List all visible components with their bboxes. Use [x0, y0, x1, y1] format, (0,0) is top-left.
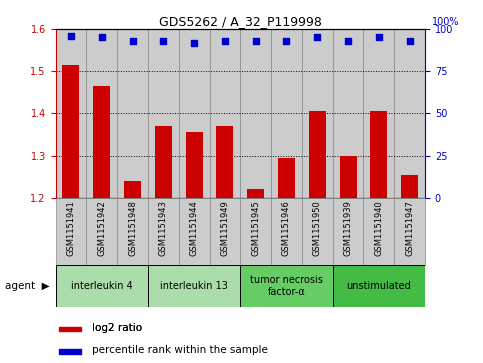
Text: tumor necrosis
factor-α: tumor necrosis factor-α [250, 275, 323, 297]
Point [283, 38, 290, 44]
Point [313, 34, 321, 40]
Point [406, 38, 413, 44]
Point [190, 40, 198, 45]
Bar [364, 29, 394, 198]
Bar [59, 349, 82, 354]
Bar [179, 198, 210, 265]
Bar [333, 29, 364, 198]
Bar [155, 126, 172, 198]
Bar [247, 189, 264, 198]
Bar [340, 156, 356, 198]
Point [344, 38, 352, 44]
Point [67, 33, 75, 39]
Bar [271, 29, 302, 198]
Text: log2 ratio: log2 ratio [93, 323, 142, 333]
Bar [278, 158, 295, 198]
Bar [364, 198, 394, 265]
Bar [56, 198, 86, 265]
Bar [240, 29, 271, 198]
Bar [62, 65, 79, 198]
Text: interleukin 13: interleukin 13 [160, 281, 228, 291]
Bar [179, 29, 210, 198]
Text: GSM1151941: GSM1151941 [67, 200, 75, 256]
Text: GSM1151939: GSM1151939 [343, 200, 353, 256]
Bar [394, 29, 425, 198]
Bar [333, 265, 425, 307]
Bar [394, 198, 425, 265]
Point [159, 38, 167, 44]
Bar [240, 198, 271, 265]
Bar [86, 29, 117, 198]
Text: percentile rank within the sample: percentile rank within the sample [93, 345, 269, 355]
Text: interleukin 4: interleukin 4 [71, 281, 133, 291]
Bar [271, 198, 302, 265]
Bar [185, 132, 202, 198]
Bar [93, 86, 110, 198]
Text: GSM1151948: GSM1151948 [128, 200, 137, 256]
Text: agent  ▶: agent ▶ [5, 281, 49, 291]
Bar [210, 198, 240, 265]
Text: GSM1151942: GSM1151942 [97, 200, 106, 256]
Bar [302, 29, 333, 198]
Point [221, 38, 229, 44]
Text: 100%: 100% [432, 17, 460, 27]
Bar [56, 29, 86, 198]
Bar [240, 265, 333, 307]
Bar [124, 181, 141, 198]
Bar [302, 198, 333, 265]
Text: GSM1151944: GSM1151944 [190, 200, 199, 256]
Text: GSM1151947: GSM1151947 [405, 200, 414, 256]
Bar [117, 198, 148, 265]
Text: unstimulated: unstimulated [346, 281, 411, 291]
Text: GSM1151950: GSM1151950 [313, 200, 322, 256]
Point [98, 34, 106, 40]
Bar [401, 175, 418, 198]
Bar [210, 29, 240, 198]
Title: GDS5262 / A_32_P119998: GDS5262 / A_32_P119998 [159, 15, 322, 28]
Text: GSM1151940: GSM1151940 [374, 200, 384, 256]
Bar [148, 29, 179, 198]
Text: GSM1151945: GSM1151945 [251, 200, 260, 256]
Bar [59, 326, 82, 331]
Bar [117, 29, 148, 198]
Text: GSM1151943: GSM1151943 [159, 200, 168, 256]
Text: log2 ratio: log2 ratio [93, 323, 142, 333]
Text: GSM1151949: GSM1151949 [220, 200, 229, 256]
Point [375, 34, 383, 40]
Text: GSM1151946: GSM1151946 [282, 200, 291, 256]
Bar [370, 111, 387, 198]
Bar [148, 265, 241, 307]
Bar [333, 198, 364, 265]
Bar [309, 111, 326, 198]
Bar [148, 198, 179, 265]
Bar [86, 198, 117, 265]
Point [128, 38, 136, 44]
Bar [216, 126, 233, 198]
Bar [56, 265, 148, 307]
Point [252, 38, 259, 44]
